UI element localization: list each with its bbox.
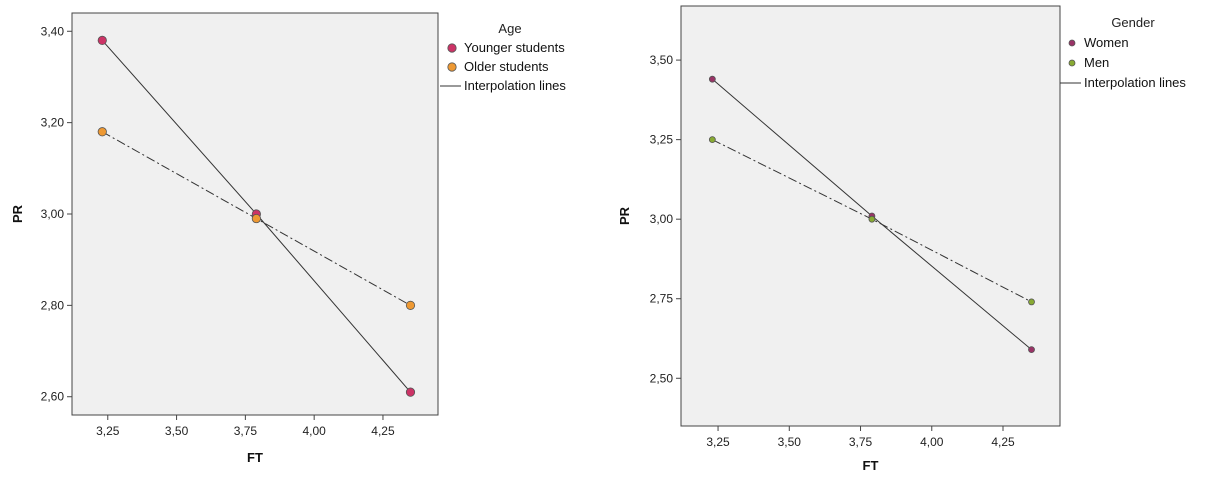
x-tick-label: 4,25: [991, 435, 1015, 449]
x-tick-label: 3,50: [778, 435, 802, 449]
y-tick-label: 3,50: [650, 53, 674, 67]
x-tick-label: 3,75: [849, 435, 873, 449]
x-tick-label: 4,00: [920, 435, 944, 449]
data-point: [97, 35, 107, 46]
y-axis-title: PR: [617, 206, 632, 225]
data-point: [405, 387, 416, 397]
y-tick-label: 2,80: [41, 298, 65, 312]
data-point: [97, 127, 107, 137]
x-tick-label: 3,50: [165, 424, 189, 438]
x-axis-title: FT: [863, 458, 879, 473]
x-axis-title: FT: [247, 450, 263, 465]
legend-marker: [1068, 39, 1076, 47]
legend-entry: Men: [1084, 55, 1109, 70]
data-point: [1028, 346, 1035, 354]
legend-marker: [447, 43, 457, 53]
y-tick-label: 2,60: [41, 390, 65, 404]
y-tick-label: 2,75: [650, 292, 674, 306]
legend-marker: [1068, 59, 1076, 67]
y-tick-label: 3,25: [650, 133, 674, 147]
legend-entry: Interpolation lines: [1084, 75, 1186, 90]
y-axis-title: PR: [10, 204, 25, 223]
legend-entry: Interpolation lines: [464, 78, 566, 93]
data-point: [251, 213, 261, 224]
data-point: [405, 300, 416, 310]
y-tick-label: 3,40: [41, 24, 65, 38]
x-tick-label: 3,75: [234, 424, 258, 438]
legend-entry: Women: [1084, 35, 1129, 50]
y-tick-label: 2,50: [650, 371, 674, 385]
legend-title: Gender: [1111, 15, 1155, 30]
y-tick-label: 3,00: [650, 212, 674, 226]
x-tick-label: 3,25: [706, 435, 730, 449]
y-tick-label: 3,20: [41, 116, 65, 130]
x-tick-label: 4,00: [302, 424, 326, 438]
data-point: [1028, 298, 1035, 306]
data-point: [708, 75, 716, 83]
y-tick-label: 3,00: [41, 207, 65, 221]
chart-1: 3,25 3,50 3,75 4,00 4,25 2,60 2,80 3,00 3,20 3,40…: [10, 12, 566, 465]
chart-2: 3,25 3,50 3,75 4,00 4,25 2,50 2,75 3,00 3,25 3,50…: [617, 5, 1186, 473]
x-tick-label: 3,25: [96, 424, 120, 438]
legend-title: Age: [498, 21, 521, 36]
legend-entry: Older students: [464, 59, 549, 74]
data-point: [708, 136, 716, 144]
legend-entry: Younger students: [464, 40, 565, 55]
data-point: [868, 215, 876, 223]
x-tick-label: 4,25: [371, 424, 395, 438]
legend-marker: [447, 62, 457, 72]
